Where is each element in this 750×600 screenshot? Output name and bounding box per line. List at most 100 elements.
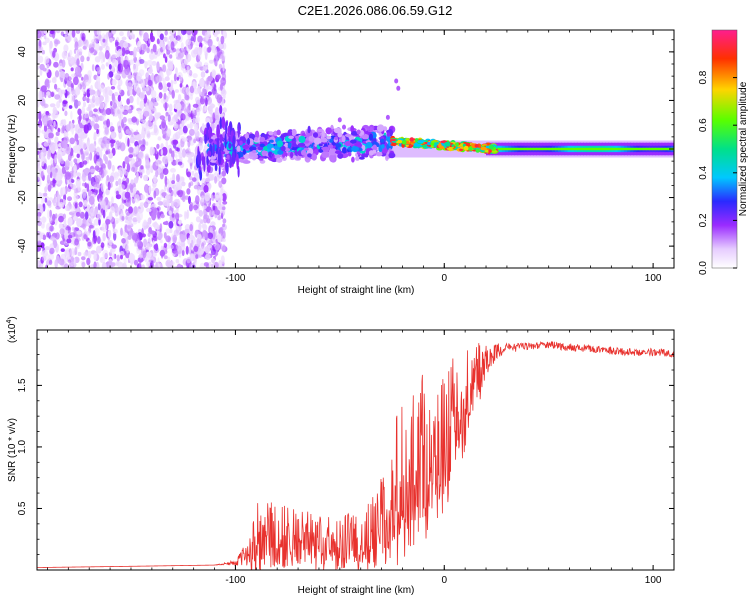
spectrogram-noise-blob: [164, 180, 168, 187]
spectrogram-noise-blob: [156, 38, 160, 45]
spectrogram-noise-blob: [52, 109, 59, 119]
spectrogram-noise-blob: [175, 259, 180, 264]
spectrogram-noise-blob: [50, 180, 53, 186]
spectrogram-noise-blob: [149, 230, 156, 235]
spectrogram-mid-blob: [269, 139, 274, 143]
spectrogram-noise-blob: [71, 73, 76, 78]
spectrogram-mid-blob: [334, 150, 343, 154]
spectrogram-noise-blob: [210, 82, 214, 88]
spectrogram-noise-blob: [194, 62, 200, 68]
spectrogram-streak: [219, 116, 223, 130]
spectrogram-noise-blob: [117, 178, 122, 186]
spectrogram-noise-blob: [145, 86, 150, 92]
spectrogram-noise-blob: [102, 249, 109, 259]
spectrogram-noise-blob: [172, 139, 179, 145]
spectrogram-noise-blob: [105, 92, 108, 102]
spectrogram-noise-blob: [220, 255, 225, 265]
spectrogram-streak: [215, 147, 218, 155]
spectrogram-noise-blob: [44, 37, 50, 44]
spectrogram-noise-blob: [133, 146, 139, 155]
spectrogram-noise-blob: [222, 200, 228, 205]
spectrogram-noise-blob: [59, 159, 65, 165]
spectrogram-band-halo: [410, 140, 415, 158]
spectrogram-noise-blob: [191, 239, 194, 248]
spectrogram-mid-blob: [359, 156, 365, 160]
spectrogram-noise-blob: [61, 186, 66, 196]
spectrogram-streak: [206, 164, 211, 173]
spectrogram-noise-blob: [214, 30, 221, 35]
spectrogram-noise-blob: [76, 153, 80, 158]
colorbar-gradient: [712, 30, 737, 268]
spectrogram-mid-blob: [258, 157, 264, 161]
spectrogram-noise-blob: [174, 89, 179, 93]
spectrogram-noise-blob: [37, 166, 42, 172]
spectrogram-noise-blob: [138, 151, 144, 160]
spectrogram-mid-blob: [375, 151, 383, 157]
spectrogram-mid-blob: [381, 144, 385, 149]
spectrogram-band-center: [620, 147, 625, 151]
spectrogram-noise-blob: [115, 180, 119, 187]
spectrogram-noise-blob: [186, 147, 191, 154]
spectrogram-noise-blob: [93, 154, 98, 164]
spectrogram-mid-blob: [301, 149, 307, 156]
spectrogram-noise-blob: [93, 218, 100, 226]
spectrogram-noise-blob: [165, 199, 170, 203]
spectrogram-noise-blob: [51, 199, 57, 204]
spectrogram-noise-blob: [195, 254, 199, 259]
spectrogram-noise-blob: [222, 63, 225, 72]
spectrogram-noise-blob: [186, 53, 192, 63]
spectrogram-outlier: [385, 114, 390, 120]
spectrogram-noise-blob: [164, 102, 168, 112]
spectrogram-band-center: [623, 147, 628, 151]
spectrogram-noise-blob: [193, 204, 198, 211]
spectrogram-band-center: [542, 147, 547, 151]
spectrogram-band-halo: [417, 140, 422, 158]
spectrogram-streak: [206, 155, 209, 166]
spectrogram-noise-blob: [140, 194, 145, 200]
spectrogram-noise-blob: [105, 189, 110, 196]
spectrogram-noise-blob: [126, 223, 132, 231]
spectrogram-noise-blob: [192, 103, 199, 108]
spectrogram-noise-blob: [153, 124, 158, 134]
spectrogram-noise-blob: [93, 131, 97, 140]
spectrogram-peak-blob: [391, 141, 397, 147]
spectrogram-noise-blob: [143, 238, 148, 248]
spectrogram-noise-blob: [82, 190, 87, 199]
spectrogram-mid-blob: [328, 148, 337, 156]
spectrogram-noise-blob: [74, 238, 79, 246]
spectrogram-noise-blob: [158, 92, 163, 99]
spectrogram-noise-blob: [202, 224, 208, 231]
spectrogram-noise-blob: [132, 217, 138, 223]
spectrogram-mid-blob: [261, 150, 267, 157]
spectrogram-noise-blob: [193, 245, 199, 252]
spectrogram-noise-blob: [84, 79, 90, 87]
spectrogram-noise-blob: [139, 252, 143, 259]
spectrogram-noise-blob: [127, 235, 132, 241]
spectrogram-noise-blob: [96, 211, 102, 220]
spectrogram-noise-blob: [90, 47, 95, 53]
spectrogram-noise-blob: [181, 120, 185, 127]
spectrogram-band-center: [548, 147, 553, 151]
spectrogram-noise-blob: [43, 131, 49, 139]
spectrogram-noise-blob: [153, 244, 158, 250]
spectrogram-noise-blob: [117, 84, 121, 91]
spectrogram-noise-blob: [110, 86, 116, 90]
spectrogram-noise-blob: [129, 30, 134, 40]
spectrogram-noise-blob: [110, 182, 113, 188]
spectrogram-noise-blob: [110, 101, 113, 106]
spectrogram-noise-blob: [126, 177, 130, 184]
spectrogram-noise-blob: [165, 195, 171, 200]
colorbar-label: Normalized spectral amplitude: [738, 81, 749, 216]
spectrogram-mid-blob: [244, 133, 249, 140]
spectrogram-noise-blob: [164, 76, 170, 81]
spectrogram-noise-blob: [70, 111, 73, 120]
spectrogram-outlier: [394, 78, 399, 84]
spectrogram-noise-blob: [78, 114, 82, 121]
spectrogram-noise-blob: [98, 137, 102, 145]
spectrogram-noise-blob: [216, 94, 223, 104]
spectrogram-streak: [228, 142, 232, 149]
spectrogram-noise-blob: [74, 133, 79, 142]
spectrogram-noise-blob: [167, 114, 171, 123]
spectrogram-noise-blob: [53, 76, 57, 81]
